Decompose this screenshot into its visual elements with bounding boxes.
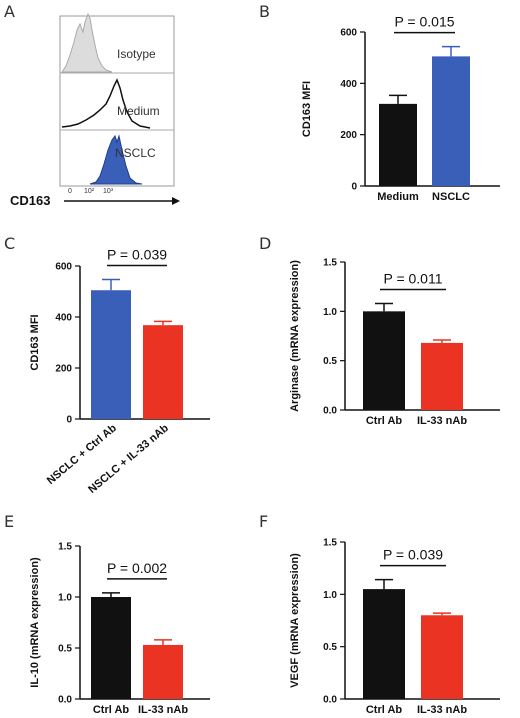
p-value-label: P = 0.039: [383, 547, 443, 563]
x-axis-label: CD163: [10, 193, 50, 208]
row-label-medium: Medium: [117, 104, 160, 118]
y-tick-label: 0: [66, 415, 72, 426]
isotype-histogram: [61, 12, 113, 73]
bar-il-33-nab: [421, 342, 463, 410]
nsclc-histogram: [89, 134, 143, 185]
bar-ctrl-ab: [91, 597, 131, 699]
y-axis-label: CD163 MFI: [29, 314, 41, 370]
tick-label-1: 10²: [84, 188, 95, 195]
row-label-isotype: Isotype: [117, 47, 156, 61]
y-axis-label: CD163 MFI: [301, 81, 313, 137]
panel-letter-b: B: [259, 2, 270, 21]
p-value-label: P = 0.002: [107, 560, 167, 576]
y-tick-label: 200: [340, 130, 357, 141]
histogram-frame: [59, 15, 175, 187]
category-label: Ctrl Ab: [366, 415, 403, 427]
y-tick-label: 400: [55, 313, 72, 324]
tick-label-2: 10³: [103, 188, 114, 195]
y-tick-label: 0.0: [323, 695, 337, 706]
y-tick-label: 1.5: [323, 258, 337, 269]
y-tick-label: 1.5: [323, 538, 337, 549]
y-tick-label: 0.5: [323, 356, 337, 367]
panel-d-bar-chart: 0.0 0.5 1.0 1.5 Arginase (mRNA expression) Ct…: [289, 258, 500, 427]
category-label: IL-33 nAb: [138, 704, 188, 716]
y-tick-label: 0.0: [58, 695, 72, 706]
bar-ctrl-ab: [363, 589, 405, 699]
category-label: IL-33 nAb: [417, 415, 467, 427]
bar-nsclc-il-33-nab: [143, 325, 183, 419]
y-tick-label: 1.0: [323, 307, 337, 318]
panel-e-bar-chart: 0.0 0.5 1.0 1.5 IL-10 (mRNA expression) Ctrl …: [29, 542, 210, 716]
panel-letter-f: F: [259, 512, 268, 531]
tick-label-0: 0: [68, 188, 72, 195]
panel-letter-e: E: [4, 512, 14, 531]
category-label: IL-33 nAb: [417, 704, 467, 716]
y-tick-label: 1.0: [58, 593, 72, 604]
bar-nsclc-ctrl-ab: [91, 290, 131, 419]
y-axis-label: VEGF (mRNA expression): [289, 553, 301, 688]
y-tick-label: 0: [351, 182, 357, 193]
category-label: Medium: [377, 191, 419, 203]
category-label: Ctrl Ab: [366, 704, 403, 716]
row-label-nsclc: NSCLC: [115, 146, 156, 160]
y-tick-label: 200: [55, 364, 72, 375]
x-arrow-head: [172, 197, 180, 205]
panel-letter-d: D: [259, 234, 271, 253]
panel-b-bar-chart: 0 200 400 600 CD163 MFI Medium NSCLC P = 0.015: [301, 14, 500, 203]
y-tick-label: 0.5: [323, 642, 337, 653]
category-label: NSCLC: [432, 191, 470, 203]
p-value-label: P = 0.011: [383, 270, 442, 286]
y-tick-label: 0.0: [323, 406, 337, 417]
panel-a-histogram: Isotype Medium NSCLC 0 10² 10³ CD163: [10, 12, 180, 208]
panel-f-bar-chart: 0.0 0.5 1.0 1.5 VEGF (mRNA expression) Ctrl A…: [289, 538, 500, 716]
bar-nsclc: [432, 56, 470, 187]
bar-il-33-nab: [421, 615, 463, 699]
medium-histogram: [61, 78, 151, 129]
bar-medium: [379, 103, 417, 186]
panel-letter-a: A: [4, 2, 15, 21]
y-axis-label: Arginase (mRNA expression): [289, 260, 301, 412]
bar-il-33-nab: [143, 644, 183, 699]
p-value-label: P = 0.039: [107, 247, 167, 263]
category-label: Ctrl Ab: [93, 704, 130, 716]
y-tick-label: 600: [340, 28, 357, 39]
y-tick-label: 600: [55, 262, 72, 273]
p-value-label: P = 0.015: [394, 14, 454, 30]
y-tick-label: 0.5: [58, 644, 72, 655]
y-axis-label: IL-10 (mRNA expression): [29, 557, 41, 688]
panel-letter-c: C: [4, 234, 15, 253]
y-tick-label: 400: [340, 79, 357, 90]
bar-ctrl-ab: [363, 311, 405, 410]
y-tick-label: 1.0: [323, 590, 337, 601]
y-tick-label: 1.5: [58, 542, 72, 553]
